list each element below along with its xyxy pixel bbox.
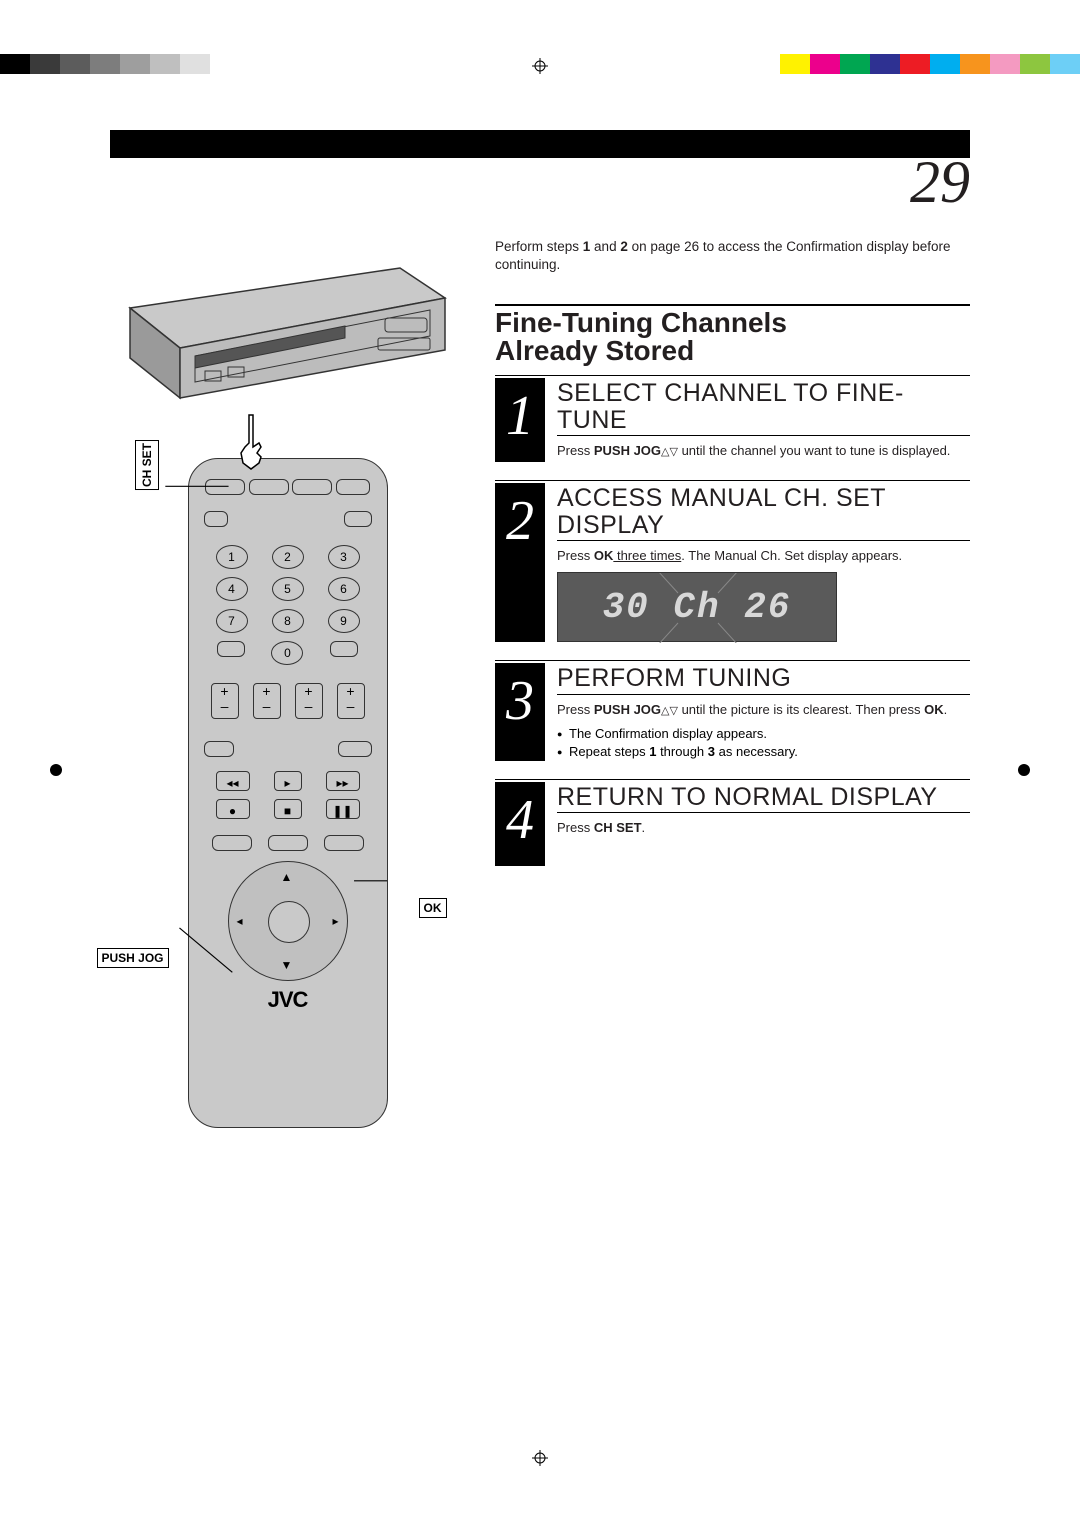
bullet-item: Repeat steps 1 through 3 as necessary.: [557, 743, 970, 761]
remote-numpad-8: 8: [272, 609, 304, 633]
intro-paragraph: Perform steps 1 and 2 on page 26 to acce…: [495, 238, 970, 274]
remote-numpad-9: 9: [328, 609, 360, 633]
vcr-illustration: [110, 238, 465, 418]
remote-numpad-2: 2: [272, 545, 304, 569]
callout-ok: OK: [419, 898, 447, 918]
step-description: Press PUSH JOG△▽ until the picture is it…: [557, 701, 970, 719]
remote-numpad-5: 5: [272, 577, 304, 601]
remote-illustration: CH SET OK PUSH JOG 123 456 789: [163, 458, 413, 1128]
section-title: Fine-Tuning ChannelsAlready Stored: [495, 304, 970, 369]
step-heading: ACCESS MANUAL CH. SET DISPLAY: [557, 485, 970, 541]
registration-mark: [48, 762, 64, 778]
remote-numpad-0: 0: [271, 641, 303, 665]
bullet-item: The Confirmation display appears.: [557, 725, 970, 743]
vcr-display-graphic: 30 Ch 26: [557, 572, 837, 642]
step-description: Press OK three times. The Manual Ch. Set…: [557, 547, 970, 565]
remote-numpad-3: 3: [328, 545, 360, 569]
callout-push-jog: PUSH JOG: [97, 948, 169, 968]
registration-mark: [1016, 762, 1032, 778]
remote-numpad-7: 7: [216, 609, 248, 633]
step-heading: SELECT CHANNEL TO FINE-TUNE: [557, 380, 970, 436]
callout-ch-set: CH SET: [135, 440, 159, 490]
step-description: Press PUSH JOG△▽ until the channel you w…: [557, 442, 970, 460]
jvc-logo: JVC: [204, 987, 372, 1013]
remote-numpad-4: 4: [216, 577, 248, 601]
step-1: 1 SELECT CHANNEL TO FINE-TUNE Press PUSH…: [495, 375, 970, 462]
step-2: 2 ACCESS MANUAL CH. SET DISPLAY Press OK…: [495, 480, 970, 642]
step-number: 3: [495, 663, 545, 760]
step-bullets: The Confirmation display appears. Repeat…: [557, 725, 970, 761]
step-heading: RETURN TO NORMAL DISPLAY: [557, 784, 970, 813]
registration-mark: [532, 58, 548, 74]
registration-mark: [532, 1450, 548, 1466]
step-number: 1: [495, 378, 545, 462]
pointing-hand-icon: [231, 413, 271, 473]
push-jog-dial: ▲ ▼ ◂ ▸: [228, 861, 348, 981]
step-description: Press CH SET.: [557, 819, 970, 837]
step-number: 2: [495, 483, 545, 642]
remote-numpad-1: 1: [216, 545, 248, 569]
page-number: 29: [910, 148, 970, 217]
step-heading: PERFORM TUNING: [557, 665, 970, 694]
header-black-bar: 29: [110, 130, 970, 158]
step-3: 3 PERFORM TUNING Press PUSH JOG△▽ until …: [495, 660, 970, 760]
step-4: 4 RETURN TO NORMAL DISPLAY Press CH SET.: [495, 779, 970, 866]
step-number: 4: [495, 782, 545, 866]
remote-numpad-6: 6: [328, 577, 360, 601]
